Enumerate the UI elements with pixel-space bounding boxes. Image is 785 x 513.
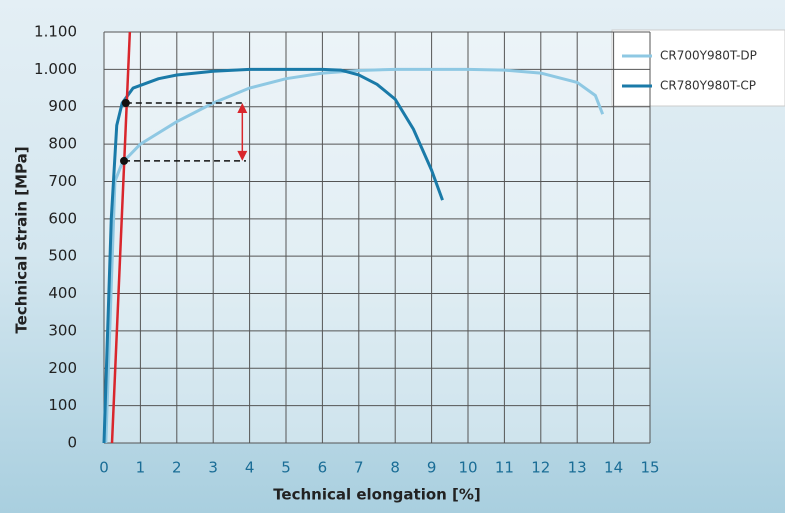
x-tick-label: 6 [318,459,328,477]
guide-point [122,99,130,107]
y-tick-label: 200 [48,359,77,377]
y-tick-label: 1.000 [34,60,77,78]
y-tick-label: 700 [48,172,77,190]
x-tick-label: 8 [390,459,400,477]
x-tick-label: 7 [354,459,364,477]
x-tick-label: 12 [531,459,550,477]
x-tick-label: 5 [281,459,291,477]
y-tick-label: 400 [48,284,77,302]
y-tick-label: 0 [67,434,77,452]
x-tick-label: 4 [245,459,255,477]
y-tick-label: 1.100 [34,23,77,41]
x-tick-label: 9 [427,459,437,477]
y-tick-label: 800 [48,135,77,153]
x-tick-label: 3 [208,459,218,477]
plot-area [104,32,650,443]
y-tick-label: 100 [48,396,77,414]
x-axis-title: Technical elongation [%] [273,486,481,504]
guide-point [120,157,128,165]
x-tick-label: 14 [604,459,623,477]
y-tick-label: 600 [48,209,77,227]
y-tick-label: 300 [48,321,77,339]
x-tick-label: 1 [136,459,146,477]
legend [612,30,785,106]
chart: Technical elongation [%] Technical strai… [0,0,785,513]
page: {"chart_data": { "type": "line", "xlabel… [0,0,785,513]
x-tick-label: 11 [495,459,514,477]
y-tick-label: 500 [48,247,77,265]
y-axis-title: Technical strain [MPa] [13,146,31,333]
x-tick-label: 0 [99,459,109,477]
x-tick-label: 15 [640,459,659,477]
y-tick-label: 900 [48,97,77,115]
x-tick-label: 13 [568,459,587,477]
legend-label: CR700Y980T-DP [660,49,757,63]
x-tick-label: 10 [458,459,477,477]
x-tick-label: 2 [172,459,182,477]
legend-label: CR780Y980T-CP [660,79,756,93]
